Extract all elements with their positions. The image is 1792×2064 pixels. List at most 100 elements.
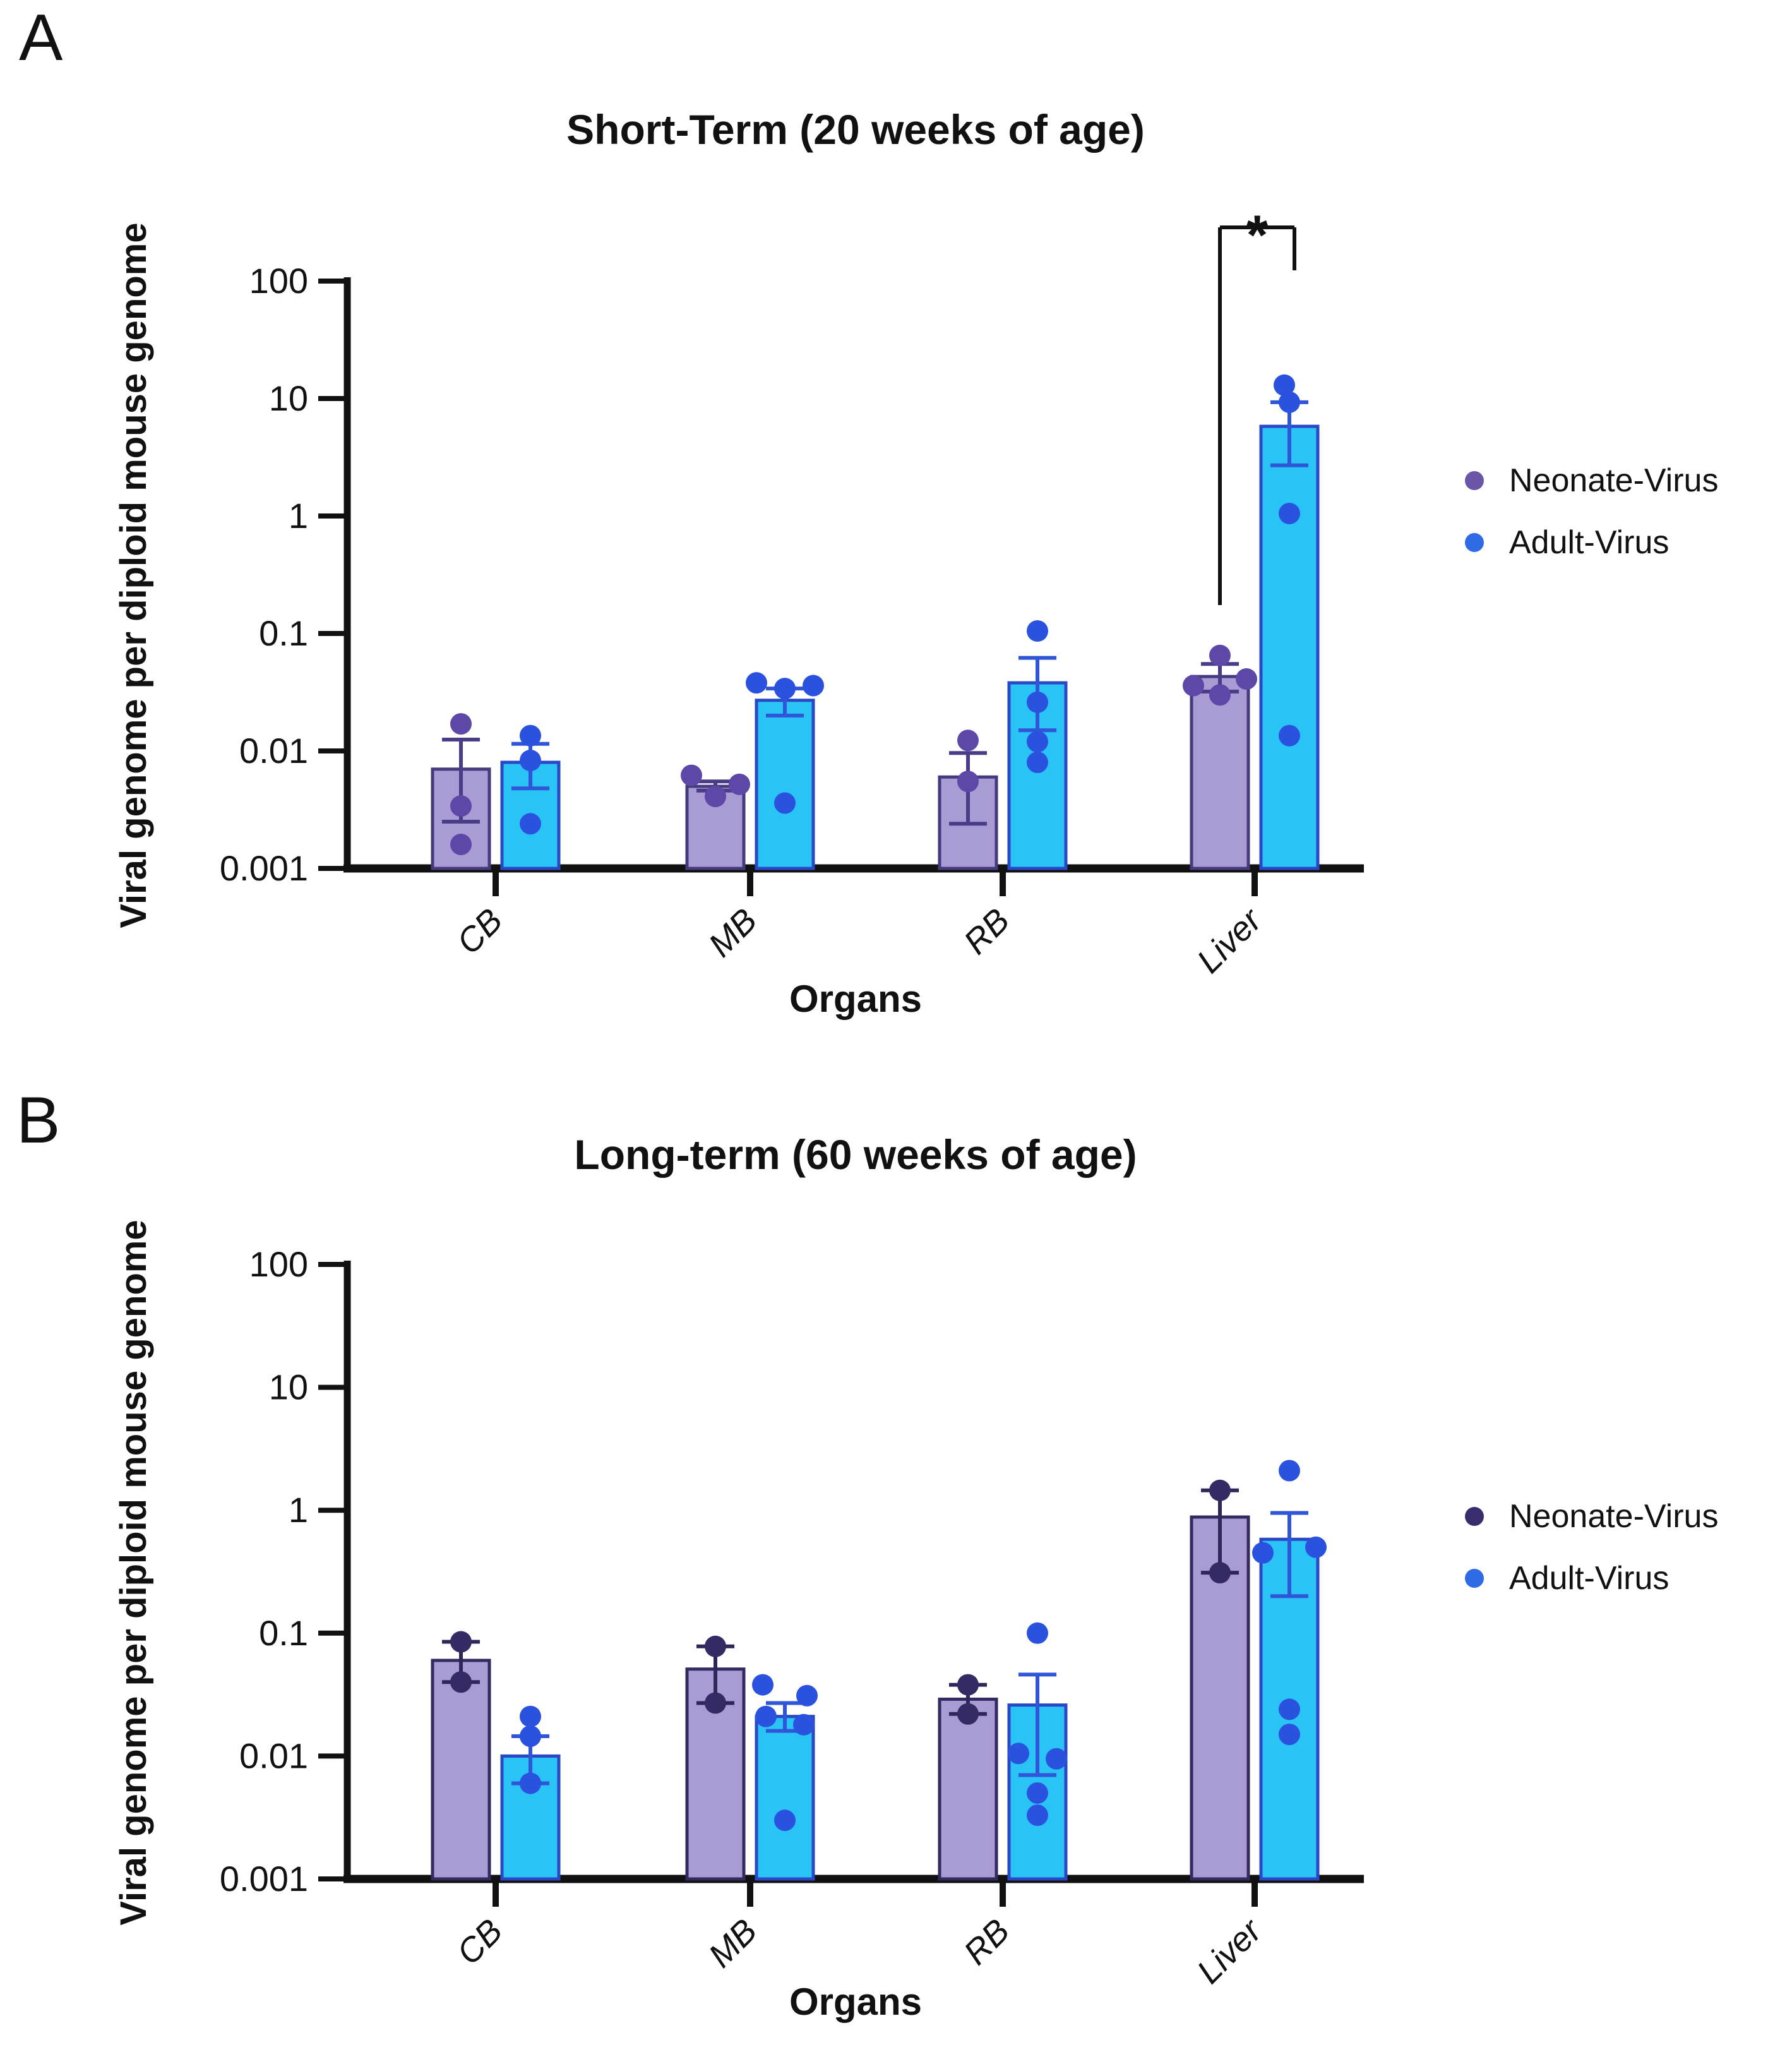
data-point xyxy=(1183,675,1204,697)
data-point xyxy=(520,1705,541,1727)
panel-b-x-axis-label: Organs xyxy=(789,1981,923,2023)
data-point xyxy=(1279,391,1300,413)
data-point xyxy=(1279,1724,1300,1746)
data-point xyxy=(803,675,824,697)
data-point xyxy=(746,672,767,694)
data-point xyxy=(520,1725,541,1747)
data-point xyxy=(1252,1542,1274,1564)
data-point xyxy=(1046,1748,1067,1770)
panel-a-letter: A xyxy=(19,1,63,75)
panel-a-y-axis-label: Viral genome per diploid mouse genome xyxy=(113,222,154,928)
data-point xyxy=(705,1635,726,1657)
legend-item-neonate-virus: Neonate-Virus xyxy=(1465,450,1792,512)
y-tick-label: 0.001 xyxy=(220,848,308,888)
data-point xyxy=(450,795,472,817)
y-tick-label: 0.01 xyxy=(239,731,308,771)
bar xyxy=(755,1715,815,1881)
data-point xyxy=(957,771,979,793)
data-point xyxy=(1274,374,1295,396)
data-point xyxy=(957,729,979,752)
panel-b-y-axis-label: Viral genome per diploid mouse genome xyxy=(113,1220,154,1926)
data-point xyxy=(774,792,796,814)
data-point xyxy=(1236,668,1257,690)
data-point xyxy=(1209,1562,1231,1584)
data-point xyxy=(1027,620,1048,642)
data-point xyxy=(755,1705,777,1727)
data-point xyxy=(1027,731,1048,753)
legend-label-adult-virus: Adult-Virus xyxy=(1509,1560,1670,1597)
x-tick-label: Liver xyxy=(1190,901,1270,981)
y-tick-label: 1 xyxy=(289,1490,308,1530)
data-point xyxy=(450,834,472,856)
data-point xyxy=(1279,1460,1300,1482)
data-point xyxy=(1027,1782,1048,1804)
x-tick-label: MB xyxy=(702,1912,765,1975)
data-point xyxy=(1027,1804,1048,1827)
adult-virus-dot-icon xyxy=(1465,1569,1484,1588)
data-point xyxy=(774,1809,796,1832)
y-tick-label: 1 xyxy=(289,496,308,536)
bar xyxy=(431,1659,491,1881)
data-point xyxy=(1027,752,1048,774)
data-point xyxy=(752,1674,774,1696)
data-point xyxy=(1279,503,1300,525)
legend-item-adult-virus: Adult-Virus xyxy=(1465,1547,1792,1609)
data-point xyxy=(1305,1536,1327,1558)
legend-item-adult-virus: Adult-Virus xyxy=(1465,512,1792,573)
data-point xyxy=(729,773,750,795)
neonate-virus-dot-icon xyxy=(1465,1507,1484,1526)
data-point xyxy=(957,1674,979,1696)
data-point xyxy=(450,1631,472,1653)
data-point xyxy=(450,1671,472,1693)
legend-item-neonate-virus: Neonate-Virus xyxy=(1465,1485,1792,1547)
x-tick-label: RB xyxy=(957,1912,1017,1972)
data-point xyxy=(520,1772,541,1794)
panel-a-title: Short-Term (20 weeks of age) xyxy=(566,106,1145,153)
data-point xyxy=(793,1713,815,1736)
y-tick-label: 10 xyxy=(269,378,308,418)
legend-label-neonate-virus: Neonate-Virus xyxy=(1509,1498,1719,1535)
data-point xyxy=(705,1692,726,1714)
neonate-virus-dot-icon xyxy=(1465,471,1484,490)
y-tick-label: 0.01 xyxy=(239,1736,308,1775)
legend-label-neonate-virus: Neonate-Virus xyxy=(1509,462,1719,499)
x-tick-label: Liver xyxy=(1190,1911,1270,1991)
bar xyxy=(755,699,815,870)
y-tick-label: 100 xyxy=(249,261,308,301)
data-point xyxy=(1209,1479,1231,1501)
significance-asterisk: * xyxy=(1246,203,1269,266)
panel-b-legend: Neonate-Virus Adult-Virus xyxy=(1465,1485,1792,1609)
bar xyxy=(938,1697,998,1881)
data-point xyxy=(681,764,702,786)
x-tick-label: MB xyxy=(702,901,765,964)
panel-a-x-axis-label: Organs xyxy=(789,978,923,1020)
data-point xyxy=(705,786,726,808)
data-point xyxy=(520,750,541,772)
data-point xyxy=(520,724,541,747)
data-point xyxy=(957,1703,979,1725)
data-point xyxy=(1279,1698,1300,1720)
panel-a-legend: Neonate-Virus Adult-Virus xyxy=(1465,450,1792,573)
data-point xyxy=(1209,684,1231,706)
data-point xyxy=(520,813,541,835)
y-tick-label: 10 xyxy=(269,1367,308,1407)
y-tick-label: 0.001 xyxy=(220,1859,308,1899)
panel-b-letter: B xyxy=(16,1084,61,1157)
x-tick-label: CB xyxy=(450,1912,510,1972)
data-point xyxy=(1279,724,1300,747)
data-point xyxy=(1027,691,1048,713)
data-point xyxy=(1209,644,1231,666)
y-tick-label: 0.1 xyxy=(259,1613,308,1653)
data-point xyxy=(774,678,796,700)
data-point xyxy=(1027,1622,1048,1644)
bar xyxy=(1259,424,1320,870)
data-point xyxy=(1008,1743,1029,1765)
y-tick-label: 0.1 xyxy=(259,613,308,653)
x-tick-label: RB xyxy=(957,901,1017,961)
legend-label-adult-virus: Adult-Virus xyxy=(1509,524,1670,561)
data-point xyxy=(796,1684,818,1707)
data-point xyxy=(450,713,472,735)
adult-virus-dot-icon xyxy=(1465,533,1484,552)
